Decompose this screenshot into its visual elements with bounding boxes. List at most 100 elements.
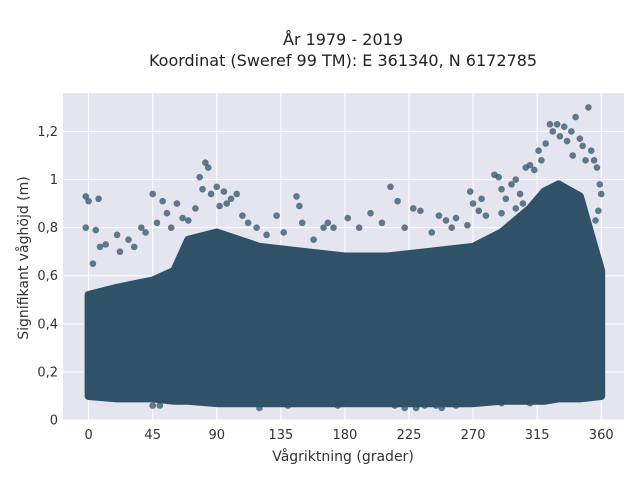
y-tick-labels: 0 0,2 0,4 0,6 0,8 1 1,2 <box>37 125 58 429</box>
density-band-area <box>84 180 606 408</box>
data-point <box>498 185 505 193</box>
data-point <box>330 224 337 231</box>
data-point <box>478 195 485 203</box>
data-point <box>452 402 460 409</box>
data-point <box>263 231 270 239</box>
data-point <box>508 181 515 188</box>
data-point <box>412 404 420 412</box>
data-point <box>549 128 557 135</box>
data-point <box>334 402 342 409</box>
data-point <box>428 229 436 236</box>
x-tick-label: 0 <box>84 428 92 443</box>
data-point <box>592 217 599 224</box>
data-point <box>519 200 527 207</box>
data-point <box>572 113 579 121</box>
y-tick-label: 0 <box>50 414 58 429</box>
data-point <box>502 195 510 203</box>
data-point <box>394 197 401 205</box>
x-tick-label: 360 <box>589 428 614 443</box>
x-axis-title: Vågriktning (grader) <box>272 448 414 465</box>
x-tick-label: 45 <box>144 428 161 443</box>
data-point <box>253 224 260 231</box>
data-point <box>142 229 149 236</box>
data-point <box>92 226 100 234</box>
data-point <box>582 157 589 164</box>
data-point <box>149 402 157 409</box>
data-point <box>130 243 138 251</box>
data-point <box>556 132 564 140</box>
data-point <box>82 224 90 231</box>
x-tick-label: 135 <box>268 428 293 443</box>
x-tick-label: 270 <box>461 428 486 443</box>
data-point <box>216 202 223 210</box>
y-tick-label: 0,2 <box>37 365 58 380</box>
data-point <box>595 207 602 215</box>
data-point <box>579 142 587 150</box>
data-point <box>284 402 292 409</box>
y-axis-title: Signifikant våghöjd (m) <box>15 176 32 339</box>
data-point <box>227 195 235 203</box>
density-band <box>84 180 606 408</box>
data-point <box>401 404 409 412</box>
data-point <box>167 224 175 231</box>
x-tick-label: 180 <box>333 428 358 443</box>
data-point <box>495 173 503 181</box>
chart-title-line-1: År 1979 - 2019 <box>283 30 403 49</box>
data-point <box>421 402 428 409</box>
data-point <box>179 214 186 222</box>
data-point <box>438 404 446 412</box>
data-point <box>526 399 534 407</box>
data-point <box>213 183 221 191</box>
data-point <box>498 209 505 217</box>
data-point <box>95 195 102 203</box>
data-point <box>542 140 549 147</box>
data-point <box>432 402 440 409</box>
data-point <box>512 176 520 183</box>
data-point <box>159 197 166 205</box>
data-point <box>452 214 460 222</box>
data-point <box>199 185 206 193</box>
data-point <box>409 205 417 212</box>
data-point <box>596 181 604 188</box>
data-point <box>85 197 92 205</box>
data-point <box>223 200 231 207</box>
data-point <box>387 183 394 191</box>
data-point <box>293 193 300 200</box>
data-point <box>239 212 246 219</box>
data-point <box>466 188 474 195</box>
data-point <box>89 260 97 268</box>
data-point <box>163 209 171 217</box>
data-point <box>233 190 241 198</box>
data-point <box>568 128 575 135</box>
data-point <box>113 231 121 239</box>
data-point <box>417 207 424 215</box>
data-point <box>593 164 601 171</box>
y-tick-label: 0,4 <box>37 317 58 332</box>
data-point <box>444 399 451 407</box>
data-point <box>125 236 132 243</box>
data-points <box>82 104 605 412</box>
y-tick-label: 0,8 <box>37 221 58 236</box>
x-tick-label: 90 <box>209 428 226 443</box>
data-point <box>184 217 192 224</box>
data-point <box>273 212 280 219</box>
data-point <box>116 248 124 255</box>
data-point <box>391 402 399 409</box>
data-point <box>569 152 577 159</box>
data-point <box>324 219 332 227</box>
data-point <box>512 205 520 212</box>
data-point <box>498 399 505 407</box>
data-point <box>587 147 595 155</box>
data-point <box>280 229 287 236</box>
data-point <box>597 190 605 198</box>
x-tick-label: 315 <box>525 428 550 443</box>
data-point <box>585 104 592 111</box>
data-point <box>207 190 215 198</box>
data-point <box>310 236 317 243</box>
data-point <box>196 173 203 181</box>
data-point <box>204 164 212 171</box>
data-point <box>516 190 524 198</box>
data-point <box>590 157 598 164</box>
data-point <box>448 224 456 231</box>
data-point <box>96 243 104 251</box>
